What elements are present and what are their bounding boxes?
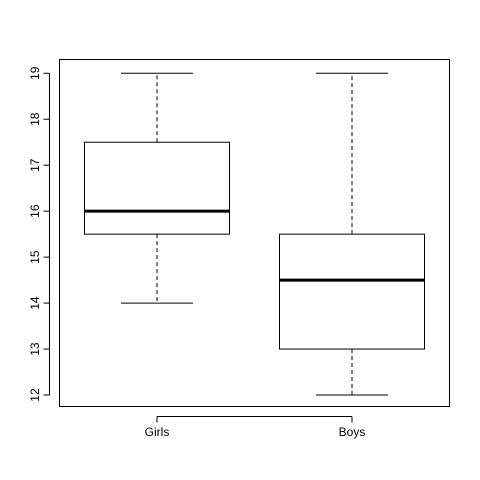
box-girls [84, 72, 230, 304]
x-tick-label-boys: Boys [339, 425, 366, 439]
box-boys [279, 72, 425, 396]
y-tick-label: 19 [28, 66, 42, 80]
x-tick-label-girls: Girls [145, 425, 170, 439]
box-group [84, 72, 425, 396]
x-axis: Girls Boys [145, 416, 366, 439]
y-axis: 12 13 14 15 16 17 18 19 [28, 66, 50, 402]
y-tick-label: 15 [28, 250, 42, 264]
y-tick-label: 13 [28, 342, 42, 356]
y-tick-label: 12 [28, 388, 42, 402]
plot-frame [59, 59, 450, 407]
y-tick-label: 14 [28, 296, 42, 310]
y-tick-label: 17 [28, 158, 42, 172]
iqr-box-boys [279, 233, 425, 350]
iqr-box-girls [84, 141, 230, 235]
y-tick-label: 16 [28, 204, 42, 218]
y-tick-label: 18 [28, 112, 42, 126]
